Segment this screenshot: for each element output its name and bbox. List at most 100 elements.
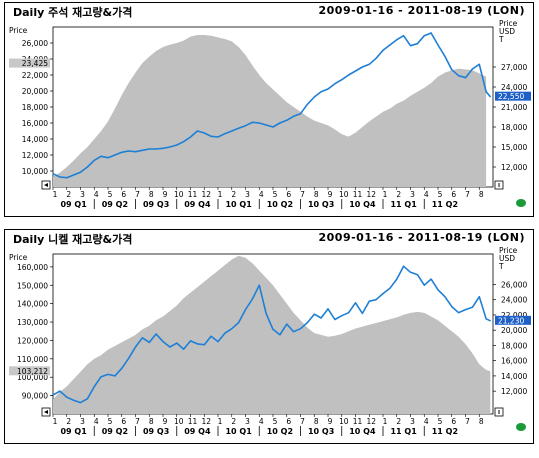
price-point (471, 306, 473, 308)
price-point (121, 151, 123, 153)
right-tick-label: 24,000 (501, 83, 527, 92)
price-point (430, 278, 432, 280)
x-month-label: 12 (366, 190, 376, 199)
left-tick-label: 160,000 (17, 263, 48, 272)
price-point (293, 331, 295, 333)
x-month-label: 9 (163, 190, 168, 199)
price-point (279, 334, 281, 336)
price-point (464, 77, 467, 79)
x-quarter-label: 10 Q1 (225, 200, 252, 209)
price-point (471, 68, 473, 70)
price-point (320, 91, 322, 93)
price-point (148, 148, 150, 150)
price-point (128, 357, 130, 359)
x-month-label: 4 (94, 190, 99, 199)
price-point (375, 57, 377, 59)
price-point (265, 124, 267, 126)
price-point (238, 322, 240, 324)
x-month-label: 12 (201, 190, 211, 199)
price-point (141, 149, 143, 151)
right-tick-label: 20,000 (501, 326, 527, 335)
x-month-label: 6 (451, 417, 456, 426)
price-point (203, 344, 205, 346)
x-month-label: 8 (149, 417, 154, 426)
price-point (409, 271, 412, 273)
price-point (286, 119, 288, 121)
x-month-label: 1 (383, 417, 388, 426)
price-point (451, 69, 453, 71)
price-point (258, 122, 260, 124)
price-point (128, 150, 130, 152)
x-month-label: 1 (53, 190, 58, 199)
x-month-label: 5 (438, 190, 443, 199)
price-point (210, 335, 212, 337)
price-point (375, 299, 377, 301)
x-month-label: 11 (188, 190, 198, 199)
right-last-value-box (495, 91, 531, 101)
price-point (244, 309, 247, 311)
x-quarter-label: 11 Q2 (432, 200, 458, 209)
right-axis-label: T (498, 262, 504, 271)
right-tick-label: 26,000 (501, 280, 527, 289)
price-point (217, 341, 219, 343)
price-point (93, 159, 95, 161)
right-axis-label: USD (499, 254, 515, 263)
x-quarter-label: 09 Q3 (143, 200, 169, 209)
status-indicator-icon[interactable] (516, 423, 526, 431)
price-point (217, 136, 219, 138)
price-point (368, 63, 370, 65)
price-point (203, 132, 205, 134)
x-quarter-label: 11 Q2 (432, 427, 458, 436)
x-month-label: 4 (424, 417, 429, 426)
x-month-label: 7 (465, 190, 470, 199)
price-point (409, 45, 412, 47)
x-month-label: 2 (396, 417, 401, 426)
price-point (306, 103, 308, 105)
right-tick-label: 18,000 (501, 341, 527, 350)
price-point (437, 44, 439, 46)
left-tick-label: 10,000 (22, 167, 48, 176)
x-month-label: 6 (286, 417, 291, 426)
left-tick-label: 150,000 (17, 281, 48, 290)
x-month-label: 4 (94, 417, 99, 426)
chart-title: Daily 주석 재고량&가격 (13, 6, 133, 19)
scroll-left-arrow-icon[interactable] (44, 410, 48, 414)
x-month-label: 8 (314, 190, 319, 199)
price-point (279, 122, 281, 124)
price-point (189, 340, 192, 342)
price-point (396, 39, 398, 41)
x-quarter-label: 11 Q1 (390, 427, 417, 436)
x-quarter-label: 09 Q2 (102, 427, 128, 436)
x-month-label: 1 (53, 417, 58, 426)
scroll-left-arrow-icon[interactable] (44, 183, 48, 187)
x-month-label: 4 (259, 417, 264, 426)
price-point (59, 176, 61, 178)
right-last-value: 22,550 (498, 92, 524, 101)
chart-header: Daily 니켈 재고량&가격 2009-01-16 - 2011-08-19 … (5, 230, 533, 246)
price-point (107, 373, 109, 375)
status-indicator-icon[interactable] (516, 199, 526, 207)
price-point (416, 43, 418, 45)
right-last-value-box (495, 315, 531, 325)
tin-chart-plot: Price 26,000 24,000 22,000 20,000 18,000 16,00… (9, 19, 531, 209)
x-month-label: 12 (201, 417, 211, 426)
price-point (52, 173, 54, 175)
price-point (258, 284, 260, 286)
left-last-value: 103,212 (17, 367, 48, 376)
left-tick-label: 20,000 (22, 87, 48, 96)
x-quarter-label: 09 Q3 (143, 427, 169, 436)
price-point (114, 375, 116, 377)
right-tick-label: 22,000 (501, 311, 527, 320)
x-month-label: 4 (424, 190, 429, 199)
price-point (169, 346, 171, 348)
price-point (73, 399, 75, 401)
price-point (224, 133, 226, 135)
x-month-label: 6 (451, 190, 456, 199)
left-tick-label: 90,000 (22, 392, 48, 401)
x-month-label: 10 (174, 190, 184, 199)
price-point (224, 332, 226, 334)
date-range: 2009-01-16 - 2011-08-19 (LON) (318, 231, 525, 244)
price-point (458, 75, 460, 77)
right-axis-label: USD (499, 27, 515, 36)
x-month-label: 5 (273, 190, 278, 199)
